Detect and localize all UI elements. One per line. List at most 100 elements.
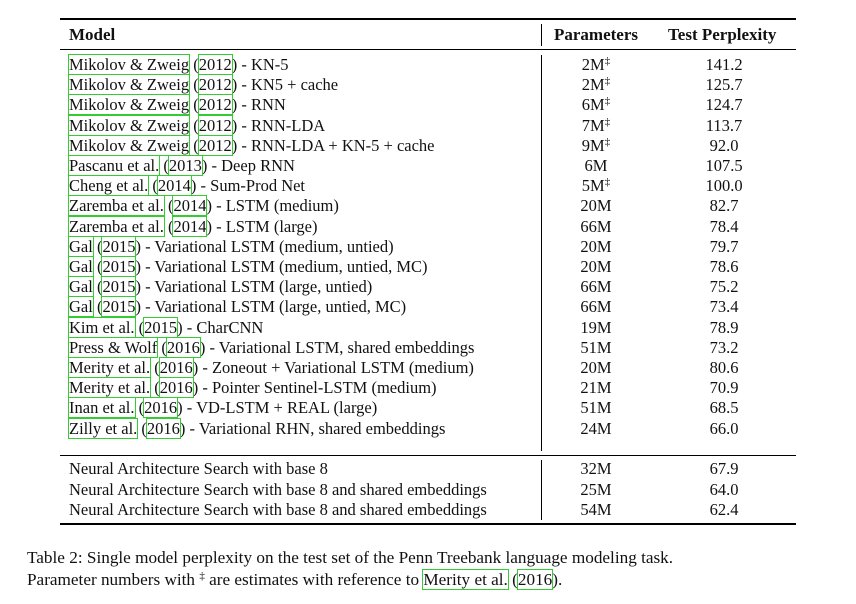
citation-year-link[interactable]: 2012 — [197, 74, 233, 96]
citation-link[interactable]: Gal — [68, 235, 94, 257]
citation-year-link[interactable]: 2016 — [143, 397, 179, 419]
citation-year-link[interactable]: 2014 — [172, 195, 208, 217]
model-cell: Neural Architecture Search with base 8 a… — [69, 500, 487, 519]
paren-open: ( — [189, 95, 199, 115]
citation-year-link[interactable]: 2013 — [167, 155, 203, 176]
model-cell: Mikolov & Zweig (2012) - RNN-LDA + KN-5 … — [67, 134, 435, 156]
paren-open: ( — [163, 196, 174, 216]
citation-link[interactable]: Cheng et al. — [67, 175, 150, 197]
citation-link[interactable]: Mikolov & Zweig — [67, 94, 191, 116]
citation-year-link[interactable]: 2015 — [101, 256, 137, 277]
model-description: ) - Variational LSTM (medium, untied, MC… — [135, 257, 428, 276]
table-row: Gal (2015) - Variational LSTM (large, un… — [60, 296, 796, 318]
citation-link[interactable]: Mikolov & Zweig — [67, 134, 191, 156]
citation-year-link[interactable]: 2015 — [101, 296, 137, 318]
table-row: Merity et al. (2016) - Zoneout + Variati… — [60, 357, 796, 378]
caption-line2-mid: are estimates with reference to — [204, 570, 424, 589]
column-separator — [541, 55, 542, 451]
model-cell: Kim et al. (2015) - CharCNN — [68, 316, 264, 338]
parameters-cell: 7M‡ — [542, 116, 650, 136]
parameters-cell: 66M — [542, 217, 650, 237]
citation-link[interactable]: Zaremba et al. — [68, 195, 165, 217]
citation-year-link[interactable]: 2016 — [158, 357, 194, 378]
citation-year-link[interactable]: 2016 — [145, 417, 181, 439]
model-cell: Gal (2015) - Variational LSTM (medium, u… — [68, 256, 428, 277]
parameters-cell: 20M — [542, 257, 650, 277]
citation-link[interactable]: Press & Wolf — [67, 336, 159, 358]
header-model: Model — [69, 25, 116, 44]
perplexity-cell: 66.0 — [709, 418, 739, 438]
citation-link[interactable]: Pascanu et al. — [67, 155, 161, 176]
citation-year-link[interactable]: 2016 — [158, 377, 194, 399]
citation-link[interactable]: Zaremba et al. — [68, 215, 165, 237]
paren-open: ( — [159, 156, 169, 175]
citation-year-link[interactable]: 2015 — [101, 235, 137, 257]
citation-year-link[interactable]: 2016 — [165, 336, 201, 358]
citation-link[interactable]: Inan et al. — [68, 397, 136, 419]
model-cell: Zaremba et al. (2014) - LSTM (large) — [68, 215, 318, 237]
parameters-value: 51M — [580, 337, 612, 357]
model-description: ) - Zoneout + Variational LSTM (medium) — [192, 358, 474, 377]
model-description: ) - KN5 + cache — [231, 75, 339, 95]
parameters-value: 20M — [580, 196, 612, 216]
model-description: ) - LSTM (large) — [206, 216, 318, 236]
parameters-cell: 5M‡ — [542, 176, 650, 196]
paren-open: ( — [189, 55, 199, 74]
model-cell: Mikolov & Zweig (2012) - RNN — [67, 94, 286, 116]
citation-link[interactable]: Gal — [68, 256, 94, 277]
model-description: ) - KN-5 — [231, 55, 289, 74]
citation-link[interactable]: Merity et al. — [67, 377, 152, 399]
paren-open: ( — [92, 257, 103, 276]
citation-year-link[interactable]: 2015 — [143, 316, 179, 338]
caption-end: ). — [552, 570, 563, 589]
dagger-symbol: ‡ — [604, 115, 611, 128]
model-cell: Merity et al. (2016) - Pointer Sentinel-… — [67, 377, 437, 399]
citation-link[interactable]: Mikolov & Zweig — [67, 114, 191, 136]
parameters-value: 6M — [584, 156, 608, 175]
parameters-cell: 6M — [542, 156, 650, 176]
citation-link[interactable]: Mikolov & Zweig — [67, 54, 191, 75]
header-rule — [60, 49, 796, 50]
citation-link[interactable]: Zilly et al. — [67, 417, 139, 439]
column-separator — [541, 24, 542, 46]
parameters-cell: 66M — [542, 277, 650, 297]
citation-year-link[interactable]: 2014 — [172, 215, 208, 237]
citation-year-link[interactable]: 2012 — [197, 94, 233, 116]
parameters-value: 51M — [580, 398, 612, 418]
parameters-cell: 54M — [580, 500, 612, 519]
table-header: Model Parameters Test Perplexity — [60, 22, 796, 48]
dagger-symbol: ‡ — [199, 570, 205, 582]
model-description: ) - Variational LSTM (large, untied) — [135, 277, 373, 297]
perplexity-cell: 107.5 — [705, 156, 743, 175]
citation-year-link[interactable]: 2012 — [197, 134, 233, 156]
model-description: ) - Deep RNN — [201, 156, 295, 175]
paren-open: ( — [189, 115, 199, 135]
model-cell: Gal (2015) - Variational LSTM (large, un… — [68, 296, 406, 318]
model-description: ) - Sum-Prod Net — [190, 176, 306, 196]
model-description: ) - Variational LSTM (medium, untied) — [135, 236, 394, 256]
perplexity-cell: 62.4 — [709, 500, 739, 519]
citation-link[interactable]: Merity et al. — [422, 569, 509, 590]
citation-year-link[interactable]: 2014 — [156, 175, 192, 197]
header-test-perplexity: Test Perplexity — [668, 25, 777, 44]
perplexity-cell: 75.2 — [709, 277, 739, 297]
table-row: Kim et al. (2015) - CharCNN 19M 78.9 — [60, 316, 796, 338]
perplexity-cell: 73.4 — [709, 297, 739, 317]
citation-link[interactable]: Mikolov & Zweig — [67, 74, 191, 96]
citation-year-link[interactable]: 2012 — [197, 114, 233, 136]
citation-year-link[interactable]: 2015 — [101, 276, 137, 298]
table-row: Mikolov & Zweig (2012) - KN5 + cache 2M‡ 1… — [60, 74, 796, 96]
parameters-value: 20M — [580, 236, 612, 256]
citation-link[interactable]: Gal — [68, 276, 94, 298]
citation-link[interactable]: Gal — [68, 296, 94, 318]
model-description: ) - CharCNN — [177, 317, 264, 337]
citation-link[interactable]: Kim et al. — [68, 316, 136, 338]
citation-year-link[interactable]: 2012 — [197, 54, 233, 75]
citation-year-link[interactable]: 2016 — [516, 569, 554, 590]
parameters-value: 2M — [581, 55, 605, 74]
perplexity-cell: 78.6 — [709, 257, 739, 276]
citation-link[interactable]: Merity et al. — [67, 357, 152, 378]
perplexity-cell: 125.7 — [705, 75, 743, 95]
table-row: Neural Architecture Search with base 8 32… — [60, 459, 796, 479]
model-description: ) - RNN-LDA — [231, 115, 326, 135]
